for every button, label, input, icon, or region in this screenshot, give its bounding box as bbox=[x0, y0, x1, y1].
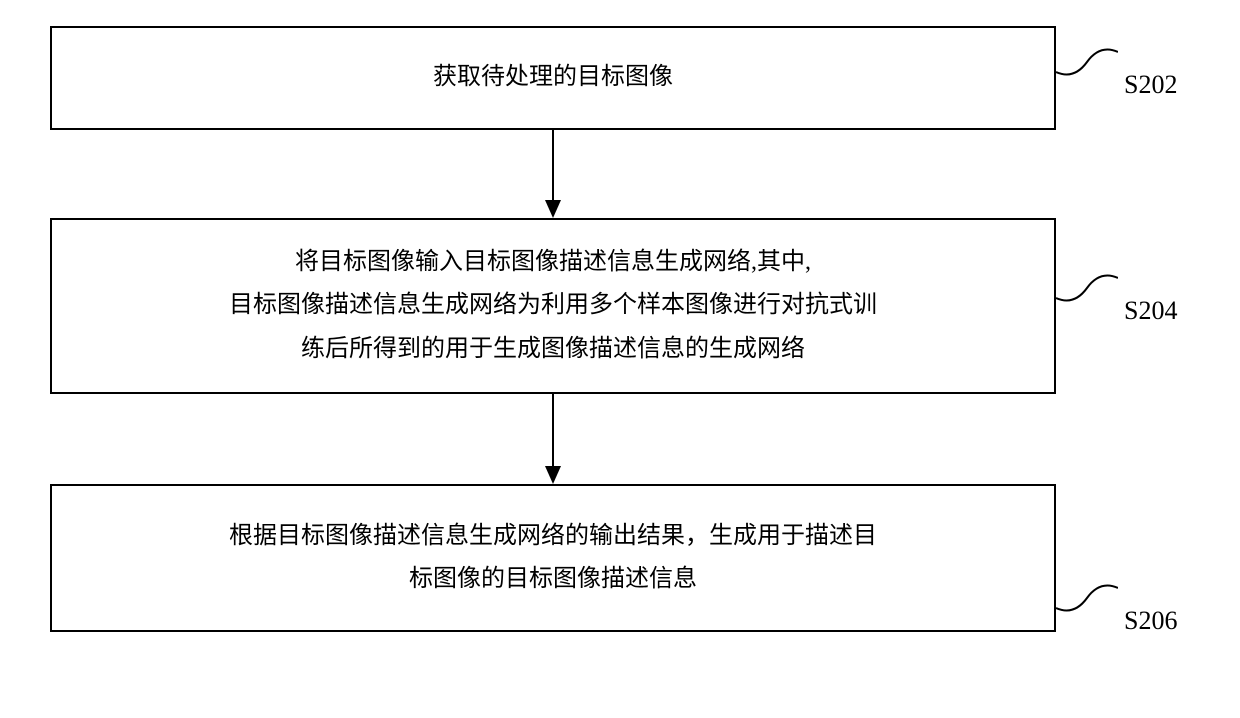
callout-s202 bbox=[1056, 42, 1118, 82]
flow-label-s206: S206 bbox=[1124, 606, 1177, 636]
flow-node-s202-text: 获取待处理的目标图像 bbox=[433, 56, 673, 99]
flow-label-s204: S204 bbox=[1124, 296, 1177, 326]
callout-s206 bbox=[1056, 578, 1118, 618]
flow-node-s206-text: 根据目标图像描述信息生成网络的输出结果，生成用于描述目 标图像的目标图像描述信息 bbox=[229, 515, 877, 601]
flow-node-s204-text: 将目标图像输入目标图像描述信息生成网络,其中, 目标图像描述信息生成网络为利用多… bbox=[229, 241, 877, 371]
flow-node-s204: 将目标图像输入目标图像描述信息生成网络,其中, 目标图像描述信息生成网络为利用多… bbox=[50, 218, 1056, 394]
flow-node-s206: 根据目标图像描述信息生成网络的输出结果，生成用于描述目 标图像的目标图像描述信息 bbox=[50, 484, 1056, 632]
flow-node-s202: 获取待处理的目标图像 bbox=[50, 26, 1056, 130]
callout-s204 bbox=[1056, 268, 1118, 308]
flow-label-s202: S202 bbox=[1124, 70, 1177, 100]
flow-arrow-s202-s204 bbox=[541, 130, 565, 218]
flow-arrow-s204-s206 bbox=[541, 394, 565, 484]
